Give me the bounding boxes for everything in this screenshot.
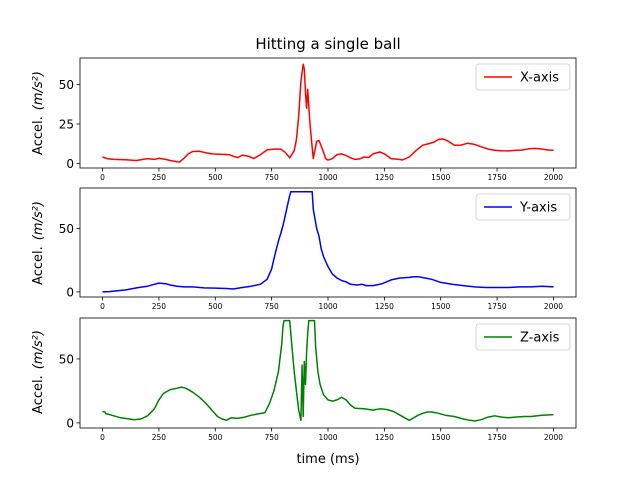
x-tick-label: 1000 xyxy=(318,302,337,311)
legend: X-axis xyxy=(475,63,571,91)
legend-label: Y-axis xyxy=(519,201,557,216)
chart-title: Hitting a single ball xyxy=(255,35,400,53)
x-tick-label: 500 xyxy=(208,302,223,311)
x-tick-label: 0 xyxy=(100,173,105,182)
legend: Z-axis xyxy=(475,323,571,351)
subplot-x-axis: 0 250 500 750 1000 1250 1500 1750 2000 0 25 50 X-axi… xyxy=(31,57,577,182)
y-axis-label-2: Accel.(m/s²) xyxy=(31,201,46,285)
x-axis-label: time (ms) xyxy=(296,452,359,467)
x-tick-label: 1500 xyxy=(431,173,450,182)
y-tick-label: 0 xyxy=(66,157,74,171)
series-line-x-axis xyxy=(102,63,554,163)
x-tick-label: 0 xyxy=(100,433,105,442)
y-tick-label: 50 xyxy=(59,78,74,92)
x-tick-label: 1250 xyxy=(375,173,394,182)
y-tick-label: 50 xyxy=(59,352,74,366)
legend-label: X-axis xyxy=(520,71,559,86)
legend-label: Z-axis xyxy=(520,331,560,346)
x-tick-label: 1250 xyxy=(375,302,394,311)
x-tick-label: 500 xyxy=(208,433,223,442)
y-tick-label: 50 xyxy=(59,222,74,236)
x-tick-label: 2000 xyxy=(544,433,563,442)
x-tick-label: 1000 xyxy=(318,173,337,182)
subplot-z-axis: 0 250 500 750 1000 1250 1500 1750 2000050Z-axis … xyxy=(31,317,577,442)
x-tick-label: 2000 xyxy=(544,302,563,311)
x-tick-label: 2000 xyxy=(544,173,563,182)
legend: Y-axis xyxy=(475,193,571,221)
x-tick-label: 1750 xyxy=(488,433,507,442)
x-tick-label: 1500 xyxy=(431,302,450,311)
y-tick-label: 0 xyxy=(66,285,74,299)
plot-area-1: 0 250 500 750 1000 1250 1500 1750 2000 0 25 50 X-axi… xyxy=(59,57,577,182)
legend-box xyxy=(475,323,571,351)
series-line-z-axis xyxy=(102,319,554,422)
series-line-y-axis xyxy=(102,191,554,293)
y-axis-label-3: Accel.(m/s²) xyxy=(31,330,46,414)
x-tick-label: 250 xyxy=(152,302,167,311)
y-axis-label-1: Accel.(m/s²) xyxy=(31,71,46,155)
x-tick-label: 1500 xyxy=(431,433,450,442)
x-tick-label: 500 xyxy=(208,173,223,182)
legend-box xyxy=(475,63,571,91)
x-tick-label: 1750 xyxy=(488,302,507,311)
x-tick-label: 750 xyxy=(264,302,279,311)
x-tick-label: 1750 xyxy=(488,173,507,182)
x-tick-label: 1250 xyxy=(375,433,394,442)
subplot-y-axis: 0 250 500 750 1000 1250 1500 1750 2000050Y-axis … xyxy=(31,187,577,311)
y-tick-label: 0 xyxy=(66,416,74,430)
x-tick-label: 0 xyxy=(100,302,105,311)
x-tick-label: 1000 xyxy=(318,433,337,442)
x-tick-label: 250 xyxy=(152,433,167,442)
plot-area-3: 0 250 500 750 1000 1250 1500 1750 2000 0 50 Z-axis xyxy=(59,317,577,442)
x-tick-label: 750 xyxy=(264,173,279,182)
x-tick-label: 250 xyxy=(152,173,167,182)
legend-box xyxy=(475,193,571,221)
x-tick-label: 750 xyxy=(264,433,279,442)
y-tick-label: 25 xyxy=(59,118,74,132)
plot-area-2: 0 250 500 750 1000 1250 1500 1750 2000 0 50 Y-axis xyxy=(59,187,577,311)
